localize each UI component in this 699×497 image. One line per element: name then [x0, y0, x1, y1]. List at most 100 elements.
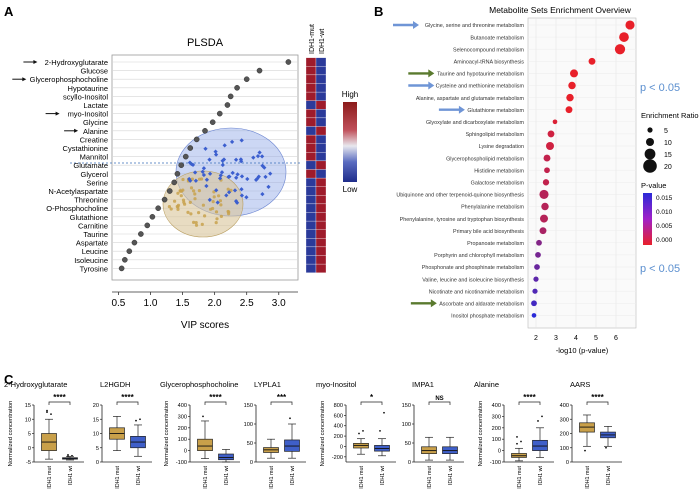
boxplot-y-tick-label: 150	[402, 403, 411, 409]
metabolite-label-hypotaurine: Hypotaurine	[68, 84, 108, 93]
x-category-label: IDH1 wt	[290, 465, 296, 485]
heat-cell-wt-isoleucine	[315, 255, 327, 265]
metabolite-label-cystathionine: Cystathionine	[63, 144, 108, 153]
heat-cell-mut-glycerol	[305, 169, 317, 179]
heat-cell-wt-threonine	[315, 195, 327, 205]
plsda-xlabel: VIP scores	[181, 320, 229, 331]
enrichment-dot-phenylalanine-metabolism	[541, 202, 549, 211]
mut-sample-point	[190, 177, 194, 181]
metabolite-label-n-acetylaspartate: N-Acetylaspartate	[48, 187, 108, 196]
panel-b: Metabolite Sets Enrichment Overview Glyc…	[393, 5, 699, 355]
boxplot-title: myo-Inositol	[316, 380, 357, 389]
pathway-label-galactose-metabolism: Galactose metabolism	[471, 181, 525, 187]
heat-cell-wt-scyllo-inositol	[315, 91, 327, 101]
mut-sample-point	[219, 203, 223, 207]
mut-sample-point	[176, 203, 181, 207]
x-category-label: IDH1 wt	[538, 465, 544, 485]
wt-sample-point	[266, 184, 271, 190]
wt-sample-point	[263, 174, 268, 180]
size-legend-dot	[647, 127, 653, 133]
outlier-point	[383, 411, 385, 414]
mut-sample-point	[203, 214, 207, 218]
metabolite-label-2-hydroxyglutarate: 2-Hydroxyglutarate	[45, 58, 108, 67]
plsda-x-tick-label: 3.0	[272, 298, 286, 309]
vip-dot-n-acetylaspartate	[166, 188, 173, 194]
color-legend-tick-label: 0.010	[656, 209, 673, 216]
heat-cell-mut-glucose	[305, 66, 317, 76]
size-legend-dot	[644, 148, 656, 160]
wt-sample-point	[233, 157, 239, 162]
color-legend-tick-label: 0.005	[656, 223, 673, 230]
enrichment-x-tick-label: 2	[534, 335, 538, 342]
mut-sample-point	[186, 210, 190, 214]
mut-sample-point	[189, 212, 193, 216]
wt-sample-point	[187, 160, 193, 165]
pathway-label-valine-leucine-and-isoleucine-biosynthesis: Valine, leucine and isoleucine biosynthe…	[422, 277, 524, 283]
vip-dot-creatine	[193, 136, 200, 143]
wt-sample-point	[260, 191, 265, 197]
mut-sample-point	[173, 199, 177, 203]
heat-cell-mut-creatine	[305, 134, 317, 144]
inset-points	[167, 138, 273, 227]
vip-dot-serine	[171, 179, 178, 186]
size-legend-label: 20	[664, 164, 672, 171]
enrichment-dot-ubiquinone-and-other-terpenoid-quinone-biosynthesis	[539, 189, 549, 199]
mut-sample-point	[192, 220, 196, 224]
heat-cell-wt-glutamate	[315, 160, 327, 170]
significance-bracket	[116, 401, 139, 405]
pathway-label-inositol-phosphate-metabolism: Inositol phosphate metabolism	[451, 314, 524, 320]
wt-sample-point	[201, 166, 207, 171]
vip-dot-glycerol	[174, 170, 181, 177]
boxplot-y-tick-label: 0	[28, 446, 31, 452]
metabolite-label-glucose: Glucose	[80, 67, 108, 76]
significance-label: ****	[209, 393, 222, 402]
enrichment-dot-glyoxylate-and-dicarboxylate-metabolism	[552, 119, 558, 125]
heat-cell-mut-carnitine	[305, 220, 317, 230]
pathway-label-butanoate-metabolism: Butanoate metabolism	[470, 35, 524, 41]
boxplot-y-tick-label: 10	[93, 432, 99, 438]
enrichment-xlabel: -log10 (p-value)	[556, 346, 609, 355]
plsda-metabolite-labels: 2-HydroxyglutarateGlucoseGlycerophosphoc…	[30, 58, 109, 273]
heat-cell-mut-mannitol	[305, 152, 317, 162]
wt-sample-point	[220, 162, 225, 168]
outlier-point	[139, 418, 141, 421]
pathway-label-porphyrin-and-chlorophyll-metabolism: Porphyrin and chlorophyll metabolism	[434, 253, 524, 259]
outlier-point	[202, 415, 204, 418]
mut-sample-point	[188, 200, 192, 204]
mut-sample-point	[226, 187, 230, 191]
vip-dot-mannitol	[182, 153, 189, 160]
heat-cell-wt-o-phosphocholine	[315, 203, 327, 213]
boxplot-y-tick-label: 400	[560, 403, 569, 409]
x-category-label: IDH1 mut	[427, 465, 433, 488]
mut-sample-point	[200, 222, 204, 226]
wt-sample-point	[192, 170, 198, 175]
heat-cell-mut-o-phosphocholine	[305, 203, 317, 213]
enrichment-dots	[531, 20, 635, 318]
enrichment-dot-valine-leucine-and-isoleucine-biosynthesis	[533, 276, 539, 282]
enrichment-dot-taurine-and-hypotaurine-metabolism	[570, 69, 578, 78]
metabolite-label-carnitine: Carnitine	[78, 221, 108, 230]
mut-sample-point	[194, 223, 199, 227]
wt-sample-point	[257, 150, 262, 155]
mut-sample-point	[197, 177, 202, 181]
mut-sample-point	[211, 200, 215, 204]
metabolite-label-threonine: Threonine	[74, 196, 108, 205]
outlier-point	[71, 454, 73, 457]
enrichment-dot-inositol-phosphate-metabolism	[531, 313, 537, 318]
heat-cell-wt-2-hydroxyglutarate	[315, 57, 327, 67]
vip-dot-tyrosine	[118, 265, 125, 272]
plsda-x-tick-label: 1.0	[144, 298, 158, 309]
enrichment-dot-primary-bile-acid-biosynthesis	[539, 227, 547, 235]
enrichment-dot-phenylalanine-tyrosine-and-tryptophan-biosynthesis	[540, 214, 548, 223]
panel-label-b: B	[374, 4, 383, 19]
x-category-label: IDH1 mut	[517, 465, 523, 488]
heat-cell-wt-glutathione	[315, 212, 327, 222]
metabolite-label-myo-inositol: myo-Inositol	[68, 110, 109, 119]
boxplot-y-tick-label: 300	[492, 414, 501, 420]
boxplot-y-tick-label: 0	[408, 460, 411, 466]
metabolite-label-mannitol: Mannitol	[80, 153, 109, 162]
boxplot-y-tick-label: 150	[244, 403, 253, 409]
heat-cell-mut-threonine	[305, 195, 317, 205]
wt-sample-point	[229, 139, 235, 145]
